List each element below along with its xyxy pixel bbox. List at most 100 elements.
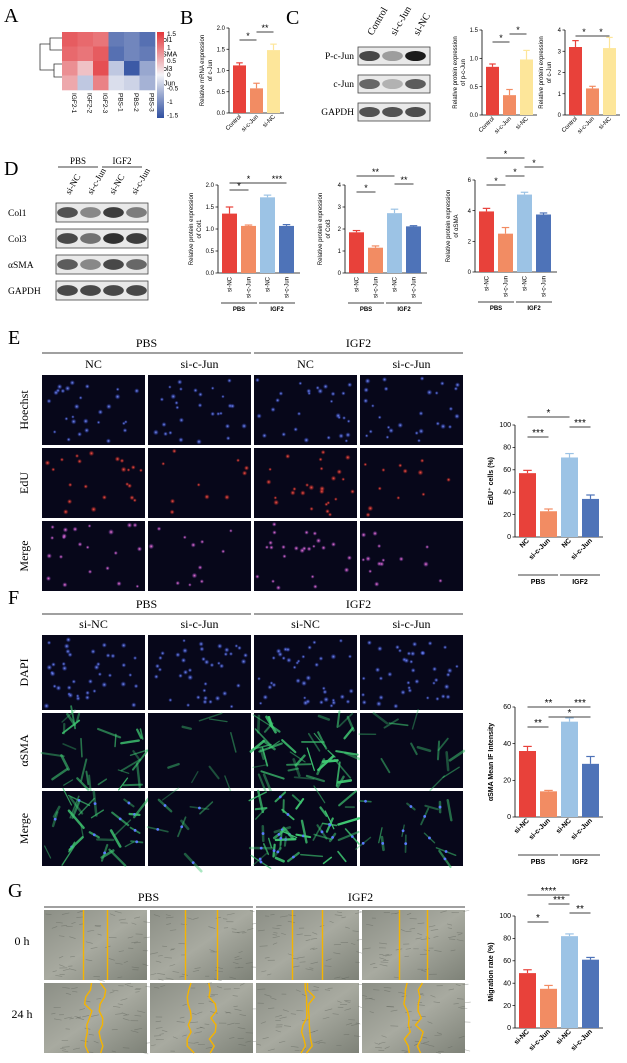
cell-texture (58, 935, 65, 937)
cell-texture (55, 921, 63, 924)
cell-texture (273, 932, 278, 934)
cell-texture (417, 933, 423, 936)
blot-band (57, 233, 78, 244)
cell-texture (356, 951, 363, 954)
x-tick-label: si-c-Jun (542, 276, 548, 297)
cell-nucleus (258, 857, 262, 861)
bar (517, 194, 532, 272)
cell-nucleus (88, 450, 95, 457)
cell-texture (169, 964, 176, 967)
cell-nucleus (114, 393, 121, 400)
cell-nucleus (381, 376, 388, 383)
y-tick-label: 0 (558, 113, 562, 119)
cell-nucleus (423, 815, 427, 818)
cell-nucleus (419, 650, 426, 656)
cell-texture (324, 1008, 333, 1012)
cell-texture (374, 1042, 380, 1045)
cell-nucleus (70, 418, 77, 425)
blot-row-label: GAPDH (8, 287, 41, 297)
cell-fiber (257, 773, 267, 793)
cell-nucleus (261, 432, 268, 439)
cell-nucleus (361, 676, 366, 681)
cell-nucleus (439, 381, 445, 386)
cell-texture (160, 985, 166, 987)
cell-fiber (75, 712, 81, 723)
cell-texture (334, 976, 341, 979)
cell-nucleus (209, 662, 215, 668)
cell-nucleus (336, 469, 342, 475)
cell-texture (123, 1014, 130, 1016)
cell-texture (272, 936, 280, 939)
cell-texture (344, 1008, 351, 1011)
cell-nucleus (203, 681, 208, 686)
cell-texture (434, 950, 442, 952)
cell-fiber (248, 791, 267, 802)
bar (519, 751, 536, 817)
cell-texture (272, 942, 278, 945)
cell-nucleus (55, 388, 61, 393)
y-tick-label: 2 (558, 71, 562, 77)
cell-nucleus (364, 433, 369, 438)
cell-fiber (69, 796, 84, 815)
cell-nucleus (235, 683, 241, 689)
bar (561, 457, 578, 537)
cell-texture (90, 947, 98, 949)
cell-texture (69, 1017, 74, 1020)
cell-nucleus (163, 804, 167, 807)
cell-texture (334, 914, 343, 917)
cell-nucleus (77, 458, 83, 464)
cell-fiber (80, 737, 83, 758)
cell-nucleus (434, 391, 439, 396)
cell-fiber (437, 737, 449, 752)
cell-texture (72, 990, 78, 993)
wound-edge-line (414, 982, 424, 1054)
micrograph-image (362, 910, 465, 980)
x-tick-label: si-NC (513, 817, 531, 835)
cell-nucleus (454, 382, 461, 388)
cell-nucleus (381, 467, 386, 472)
cell-nucleus (227, 378, 232, 384)
x-tick-label: si-NC (513, 1028, 531, 1046)
cell-texture (150, 973, 157, 976)
cell-nucleus (318, 656, 324, 661)
cell-nucleus (203, 659, 210, 665)
cell-nucleus (282, 554, 287, 559)
cell-fiber (338, 790, 357, 807)
blot-lane-label: si-NC (107, 172, 126, 196)
significance-label: * (246, 31, 250, 41)
significance-label: * (513, 167, 517, 177)
cell-nucleus (374, 667, 381, 673)
cell-nucleus (152, 429, 159, 436)
x-tick-label: si-NC (355, 276, 361, 292)
cell-texture (309, 947, 315, 950)
column-header: si-NC (79, 617, 108, 631)
cell-nucleus (264, 545, 269, 550)
cell-fiber (132, 750, 141, 762)
cell-fiber (88, 774, 92, 795)
chart-f-asma-intensity: αSMA Mean IF Intensity0204060si-NCsi-c-J… (488, 698, 603, 866)
cell-texture (82, 1015, 90, 1018)
cell-nucleus (453, 386, 459, 391)
cell-nucleus (331, 836, 335, 839)
cell-nucleus (406, 651, 412, 656)
blot-band (103, 259, 124, 270)
cell-texture (187, 917, 193, 920)
cell-nucleus (160, 650, 166, 656)
cell-nucleus (438, 578, 443, 583)
cell-texture (457, 933, 463, 936)
cell-nucleus (224, 423, 231, 429)
blot-band (103, 285, 124, 296)
y-tick-label: 1.0 (470, 57, 479, 63)
cell-nucleus (312, 640, 317, 645)
cell-texture (194, 1031, 202, 1034)
blot-row-label: Col3 (8, 235, 27, 245)
cell-nucleus (85, 545, 90, 550)
y-tick-label: 1.0 (206, 227, 215, 233)
cell-nucleus (322, 383, 329, 390)
cell-nucleus (281, 656, 286, 661)
cell-nucleus (46, 398, 52, 404)
cell-texture (362, 995, 368, 997)
cell-nucleus (278, 795, 282, 799)
